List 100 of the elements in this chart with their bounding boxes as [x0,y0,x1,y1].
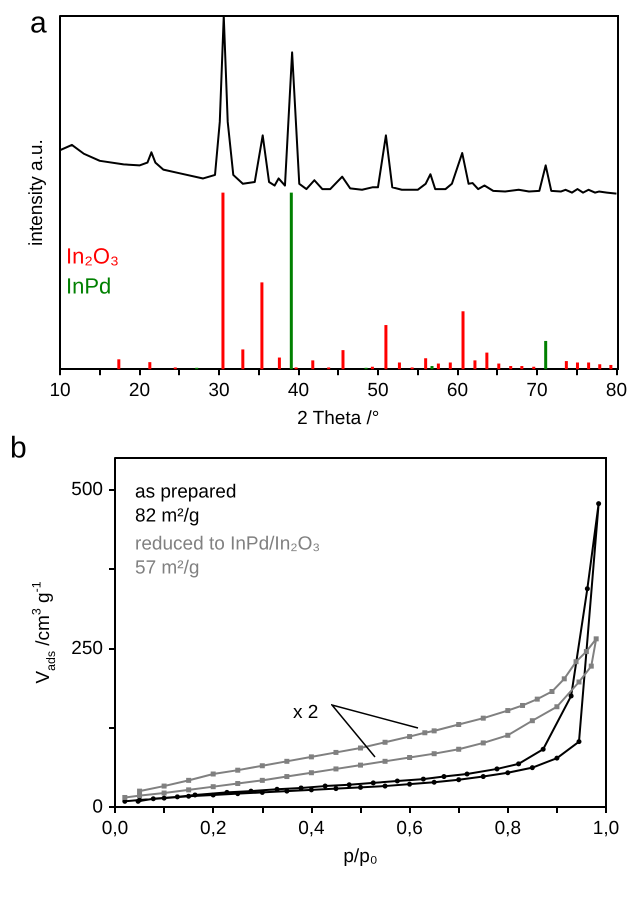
point [480,740,486,746]
x-tick-label: 80 [606,380,628,402]
bar [520,366,524,370]
point [210,784,216,790]
text: In₂O₃ [66,244,119,268]
point [186,787,192,792]
point [584,649,589,654]
x-tick-label: 0,4 [298,818,326,839]
point [333,786,338,792]
text: reduced to InPd/In₂O₃ 57 m²/g [135,534,320,578]
x-tick-label: 0,6 [396,818,423,839]
point [464,772,470,776]
point [210,792,216,798]
point [574,659,579,664]
point [174,794,180,800]
bar [436,364,440,370]
x-tick-label: 50 [367,380,389,402]
x-tick-label: 0,0 [102,818,128,839]
y-tick-label: 500 [71,479,103,500]
point [480,716,486,721]
point [333,766,338,772]
point [186,778,192,783]
point [162,784,167,789]
point [596,501,602,506]
y-axis-title: intensity a.u. [26,139,47,246]
point [432,780,437,785]
point [346,782,352,788]
point [284,774,290,780]
y-axis-title: Vads /cm3 g-1 [29,581,58,684]
point [505,708,510,714]
x-tick-label: 40 [288,380,310,402]
x-axis-title: 2 Theta /° [297,408,380,429]
bar [341,350,344,370]
bar [148,362,152,370]
text: b [10,432,27,464]
y-tick-label: 0 [92,796,103,818]
x-tick-label: 1,0 [592,818,620,839]
point [534,696,540,702]
point [516,761,522,766]
x-tick-label: 20 [128,380,150,402]
y-tick-label: 250 [71,638,103,659]
x-axis-title: p/p₀ [343,846,378,867]
point [370,780,376,786]
x-tick-label: 0,2 [200,818,226,839]
bar [509,366,512,370]
x-tick-label: 70 [526,380,548,402]
point [520,702,526,708]
point [235,781,240,786]
point [358,762,363,768]
bar [448,362,452,370]
point [394,778,400,784]
bar [430,366,434,370]
bar [532,366,536,370]
point [549,689,554,694]
point [382,784,388,789]
point [441,774,446,780]
point [308,754,314,760]
point [322,784,328,789]
point [576,679,582,684]
point [186,794,192,799]
point [407,734,412,740]
x-tick-label: 30 [208,380,230,402]
x-tick-label: 60 [446,380,468,402]
text: a [30,6,47,40]
point [358,784,363,790]
point [137,788,142,794]
bar [117,359,120,370]
bar [311,360,314,370]
point [382,740,388,745]
point [505,732,510,738]
point [407,782,412,787]
bar [587,362,590,370]
point [235,768,240,773]
point [210,772,216,777]
bar [564,361,568,370]
bar [598,364,602,370]
point [456,746,462,752]
point [192,792,198,798]
point [260,763,265,768]
bar [221,192,224,370]
point [554,756,560,761]
bar [278,358,281,370]
point [494,766,500,772]
bar [370,366,374,370]
point [568,693,574,698]
bar [473,360,476,370]
point [333,750,338,755]
point [150,796,156,802]
bar [485,352,488,370]
text: InPd [66,274,112,298]
bar [424,358,428,370]
point [422,730,428,736]
point [540,746,546,752]
point [432,751,437,756]
point [420,776,426,782]
text: as prepared 82 m²/g [135,482,236,526]
point [260,778,265,783]
bar [398,362,401,370]
bar [544,340,548,370]
bar [241,349,244,370]
